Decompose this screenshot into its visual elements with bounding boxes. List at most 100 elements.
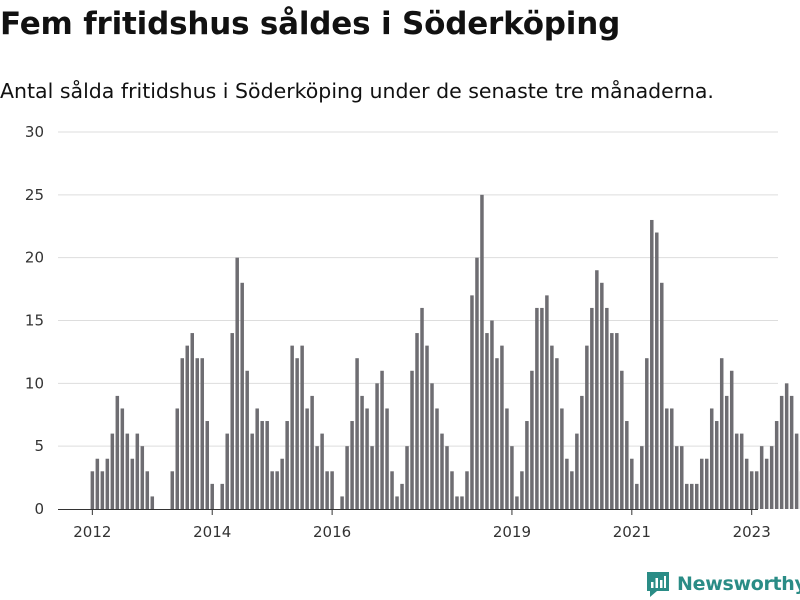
bar (305, 408, 309, 509)
bar (675, 446, 679, 509)
bar (744, 458, 749, 509)
bar (645, 358, 649, 509)
brand-logo[interactable]: Newsworthy (645, 569, 800, 599)
bar (515, 496, 519, 509)
bar (105, 458, 110, 509)
bar (320, 433, 324, 509)
bar (420, 307, 424, 509)
bar (769, 446, 774, 509)
bar (625, 421, 629, 509)
bar (779, 395, 784, 509)
bar (749, 471, 754, 509)
bar (385, 408, 389, 509)
bar (490, 320, 494, 509)
bar (729, 370, 734, 509)
bar (600, 282, 604, 509)
bar (370, 446, 374, 509)
bar (690, 483, 694, 509)
bar (605, 307, 609, 509)
bar (615, 333, 619, 509)
bar (360, 395, 364, 509)
bar (245, 370, 249, 509)
bar (365, 408, 369, 509)
bar (260, 421, 264, 509)
bar (400, 483, 404, 509)
bar (794, 433, 799, 509)
bar (290, 345, 294, 509)
bar (310, 395, 314, 509)
bar (200, 358, 204, 509)
bar (395, 496, 399, 509)
bar (375, 383, 379, 509)
bar (704, 458, 709, 509)
bar (330, 471, 334, 509)
bar (719, 358, 724, 509)
bar (345, 446, 349, 509)
bar (480, 194, 484, 509)
bar (495, 358, 499, 509)
bar (255, 408, 259, 509)
bar (440, 433, 444, 509)
bar (340, 496, 344, 509)
y-tick-label: 0 (34, 500, 44, 518)
bar (145, 471, 150, 509)
x-tick-label: 2021 (613, 523, 651, 541)
bar (470, 295, 474, 509)
bar (580, 395, 584, 509)
bar (205, 421, 209, 509)
y-tick-label: 25 (25, 186, 44, 204)
bar (714, 421, 719, 509)
y-tick-label: 5 (34, 437, 44, 455)
bar (90, 471, 95, 509)
bar (655, 232, 659, 509)
bar (350, 421, 354, 509)
bar (300, 345, 304, 509)
bar (115, 395, 120, 509)
bar (670, 408, 674, 509)
bar (699, 458, 704, 509)
bar (754, 471, 759, 509)
bar (570, 471, 574, 509)
bar (230, 333, 234, 509)
bar (455, 496, 459, 509)
bar (545, 295, 549, 509)
bar (475, 257, 479, 509)
bar (220, 483, 224, 509)
bar (150, 496, 155, 509)
bar (525, 421, 529, 509)
bar (180, 358, 185, 509)
bar (295, 358, 299, 509)
bar (759, 446, 764, 509)
bar (734, 433, 739, 509)
bar (435, 408, 439, 509)
bar (460, 496, 464, 509)
bar (135, 433, 140, 509)
y-tick-label: 15 (25, 312, 44, 330)
bar (185, 345, 189, 509)
bar (285, 421, 289, 509)
bar (250, 433, 254, 509)
bar (425, 345, 429, 509)
bar (585, 345, 589, 509)
bar (445, 446, 449, 509)
bar (630, 458, 634, 509)
bar (680, 446, 684, 509)
bar (450, 471, 454, 509)
bar (665, 408, 669, 509)
bar (270, 471, 274, 509)
bar (575, 433, 579, 509)
bar (415, 333, 419, 509)
bar (640, 446, 644, 509)
bar (175, 408, 180, 509)
bar (130, 458, 135, 509)
bar (120, 408, 125, 509)
y-tick-label: 10 (25, 374, 44, 392)
bar (405, 446, 409, 509)
x-tick-label: 2014 (193, 523, 231, 541)
bar (485, 333, 489, 509)
bar (500, 345, 504, 509)
bar (774, 421, 779, 509)
bar (240, 282, 244, 509)
bar (190, 333, 194, 509)
